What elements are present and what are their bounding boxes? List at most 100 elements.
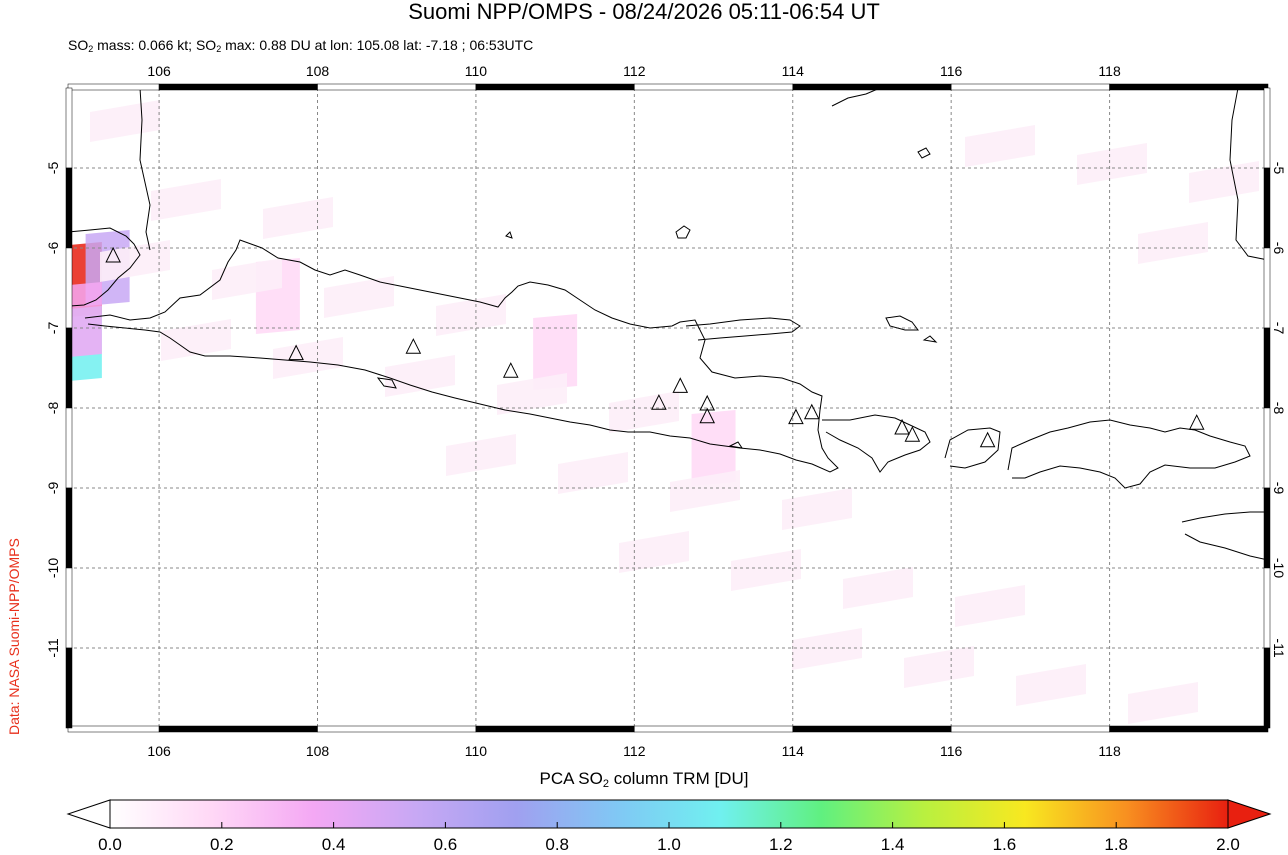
lat-tick-label-left: -5: [45, 162, 61, 175]
coastline-sumatra: [68, 227, 141, 307]
coastline-lombok: [944, 427, 1001, 469]
coastline-nusa: [885, 315, 919, 331]
colorbar-tick-label: 0.2: [210, 835, 234, 854]
border-bar-right: [1263, 247, 1271, 329]
border-bar-top: [792, 83, 952, 91]
so2-background-cell: [1189, 161, 1259, 203]
border-bar-bottom: [1109, 725, 1269, 733]
coastline-sumatra-east: [139, 88, 151, 251]
border-bar-bottom: [67, 725, 160, 733]
so2-background-cell: [273, 337, 343, 379]
lat-tick-label-right: -7: [1271, 322, 1287, 335]
lon-tick-label-bottom: 112: [623, 743, 646, 759]
volcano-triangle-icon: [672, 377, 689, 393]
so2-pixel: [68, 282, 102, 358]
border-bar-top: [317, 83, 477, 91]
border-bar-bottom: [475, 725, 635, 733]
border-bar-left: [65, 327, 73, 409]
so2-background-cell: [1128, 682, 1198, 724]
border-bar-right: [1263, 87, 1271, 169]
coastline-tiny-islands-1: [917, 147, 931, 159]
colorbar-high-arrow: [1227, 799, 1272, 829]
data-credit: Data: NASA Suomi-NPP/OMPS: [6, 538, 22, 735]
lon-tick-label-bottom: 118: [1098, 743, 1121, 759]
coastline-sumbawa: [1007, 419, 1251, 489]
border-bar-top: [1109, 83, 1269, 91]
border-bar-left: [65, 87, 73, 169]
lon-tick-label-bottom: 106: [147, 743, 171, 759]
so2-background-cell: [904, 646, 974, 688]
lat-tick-label-right: -6: [1271, 242, 1287, 255]
so2-pixel: [68, 306, 102, 382]
colorbar-tick-label: 0.0: [98, 835, 122, 854]
colorbar-tick-label: 1.2: [769, 835, 793, 854]
lon-tick-label-top: 114: [782, 63, 805, 79]
volcano-markers: [105, 246, 1205, 448]
map-border-bars: [65, 83, 1271, 733]
so2-pixel: [533, 314, 578, 390]
coastline-karimunjawa: [505, 231, 513, 239]
so2-background-cell: [212, 258, 282, 300]
border-bar-right: [1263, 407, 1271, 489]
colorbar-low-arrow: [66, 799, 111, 829]
border-bar-bottom: [792, 725, 952, 733]
volcano-triangle-icon: [788, 408, 804, 425]
volcano-triangle-icon: [405, 338, 422, 354]
so2-background-cell: [955, 585, 1025, 627]
so2-background-cell: [792, 628, 862, 670]
colorbar-tick-label: 1.8: [1104, 835, 1128, 854]
border-bar-right: [1263, 567, 1271, 649]
border-bar-top: [67, 83, 160, 91]
colorbar-tick-label: 0.8: [545, 835, 569, 854]
lon-tick-label-bottom: 114: [782, 743, 805, 759]
so2-background-cell: [1138, 222, 1208, 264]
lon-tick-label-top: 110: [465, 63, 488, 79]
lat-tick-label-left: -9: [45, 482, 61, 495]
so2-background-cell: [782, 488, 852, 530]
lat-tick-label-right: -9: [1271, 482, 1287, 495]
lon-tick-label-bottom: 110: [465, 743, 488, 759]
border-bar-top: [634, 83, 794, 91]
volcano-triangle-icon: [979, 431, 996, 448]
so2-pixel: [691, 410, 736, 486]
so2-background-cell: [151, 179, 221, 221]
volcano-triangle-icon: [699, 407, 716, 424]
lon-tick-label-bottom: 108: [306, 743, 330, 759]
lon-tick-label-bottom: 116: [940, 743, 963, 759]
colorbar-tick-label: 1.4: [881, 835, 905, 854]
so2-background-cell: [670, 470, 740, 512]
so2-background-cell: [1016, 664, 1086, 706]
coastlines: [68, 88, 1268, 561]
so2-background-cell: [497, 373, 567, 415]
border-bar-left: [65, 407, 73, 489]
colorbar-title: PCA SO2 column TRM [DU]: [539, 769, 749, 790]
coastline-bali: [822, 414, 931, 473]
border-bar-left: [65, 487, 73, 569]
colorbar-tick-label: 0.4: [322, 835, 346, 854]
volcano-triangle-icon: [699, 394, 716, 411]
lat-tick-label-left: -7: [45, 322, 61, 335]
lon-tick-label-top: 118: [1098, 63, 1121, 79]
so2-background-cell: [609, 391, 679, 433]
border-bar-right: [1263, 647, 1271, 729]
volcano-triangle-icon: [803, 403, 820, 420]
border-bar-right: [1263, 327, 1271, 409]
volcano-triangle-icon: [651, 394, 667, 410]
so2-background-cell: [843, 567, 913, 609]
colorbar-gradient: [109, 799, 1229, 829]
border-bar-left: [65, 247, 73, 329]
lat-tick-label-left: -10: [45, 558, 61, 578]
so2-pixel: [255, 258, 300, 334]
lat-tick-label-left: -11: [45, 638, 61, 657]
border-bar-bottom: [950, 725, 1110, 733]
volcano-triangle-icon: [1188, 414, 1205, 430]
so2-summary: SO2 mass: 0.066 kt; SO2 max: 0.88 DU at …: [68, 37, 534, 54]
lat-tick-label-left: -6: [45, 242, 61, 255]
border-bar-left: [65, 167, 73, 249]
so2-pixel-layer: [68, 100, 1259, 724]
border-bar-bottom: [634, 725, 794, 733]
so2-background-cell: [100, 240, 170, 282]
coastline-madura: [685, 317, 801, 341]
so2-background-cell: [324, 276, 394, 318]
lat-tick-label-right: -11: [1271, 638, 1287, 657]
